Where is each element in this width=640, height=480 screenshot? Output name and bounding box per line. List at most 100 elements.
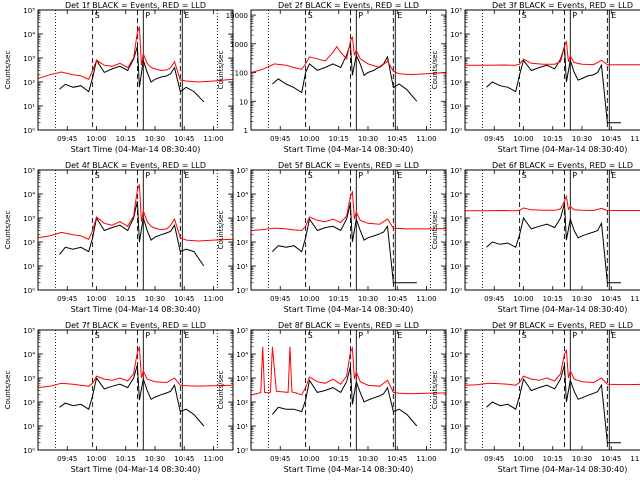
x-tick-label: 10:30 — [572, 135, 592, 143]
y-axis-label: Counts/sec — [431, 51, 439, 90]
time-marker-label: E — [184, 11, 189, 20]
time-marker-label: P — [572, 11, 577, 20]
panel-det-2: Det 2f BLACK = Events, RED = LLD Counts/s… — [217, 1, 447, 154]
panel-det-7: Det 7f BLACK = Events, RED = LLD Counts/s… — [4, 321, 234, 474]
x-tick-label: 10:45 — [387, 135, 407, 143]
y-tick-label: 10⁰ — [450, 447, 462, 455]
time-marker-label: P — [145, 11, 150, 20]
x-axis-label: Start Time (04-Mar-14 08:30:40) — [284, 145, 414, 154]
x-tick-label: 10:00 — [513, 455, 533, 463]
y-tick-label: 10⁰ — [450, 127, 462, 135]
y-tick-label: 10¹ — [450, 423, 462, 431]
y-tick-label: 10⁰ — [450, 287, 462, 295]
panel-title: Det 3f BLACK = Events, RED = LLD — [492, 1, 633, 10]
time-marker-label: S — [95, 171, 100, 180]
x-tick-label: 11:00 — [416, 455, 436, 463]
y-axis-label: Counts/sec — [4, 211, 12, 250]
y-tick-label: 10³ — [23, 215, 35, 223]
plot-area — [465, 194, 640, 284]
series-lld — [38, 184, 233, 242]
series-lld — [465, 349, 640, 386]
y-tick-label: 1000 — [230, 41, 248, 49]
x-tick-label: 10:15 — [116, 455, 136, 463]
y-tick-label: 10³ — [236, 375, 248, 383]
x-tick-label: 10:30 — [145, 295, 165, 303]
plot-area — [38, 346, 233, 427]
plot-area — [251, 190, 446, 284]
x-tick-label: 10:15 — [543, 295, 563, 303]
x-tick-label: 11:00 — [416, 135, 436, 143]
y-tick-label: 10² — [450, 239, 462, 247]
plot-area — [465, 41, 640, 124]
panel-title: Det 2f BLACK = Events, RED = LLD — [278, 1, 419, 10]
x-axis-label: Start Time (04-Mar-14 08:30:40) — [284, 305, 414, 314]
y-axis-label: Counts/sec — [4, 371, 12, 410]
plot-frame — [250, 9, 447, 131]
time-marker-label: P — [358, 11, 363, 20]
x-tick-label: 10:15 — [543, 455, 563, 463]
y-tick-label: 10⁰ — [236, 447, 248, 455]
x-tick-label: 09:45 — [270, 455, 290, 463]
y-tick-label: 10⁵ — [23, 7, 35, 15]
y-tick-label: 10² — [450, 399, 462, 407]
x-tick-label: 10:15 — [329, 455, 349, 463]
time-marker-label: S — [308, 331, 313, 340]
y-tick-label: 10¹ — [23, 103, 35, 111]
x-axis-label: Start Time (04-Mar-14 08:30:40) — [71, 305, 201, 314]
x-tick-label: 10:15 — [116, 135, 136, 143]
panel-title: Det 4f BLACK = Events, RED = LLD — [65, 161, 206, 170]
x-tick-label: 09:45 — [484, 455, 504, 463]
x-tick-label: 11:00 — [630, 455, 640, 463]
series-lld — [38, 346, 233, 389]
plot-frame — [37, 9, 234, 131]
time-marker-label: P — [572, 171, 577, 180]
series-events — [59, 201, 205, 267]
y-tick-label: 10¹ — [236, 423, 248, 431]
panel-title: Det 5f BLACK = Events, RED = LLD — [278, 161, 419, 170]
x-tick-label: 10:30 — [358, 135, 378, 143]
time-marker-label: P — [572, 331, 577, 340]
x-axis-label: Start Time (04-Mar-14 08:30:40) — [71, 145, 201, 154]
y-tick-label: 10³ — [236, 215, 248, 223]
time-marker-label: P — [358, 331, 363, 340]
panel-title: Det 9f BLACK = Events, RED = LLD — [492, 321, 633, 330]
x-tick-label: 09:45 — [270, 295, 290, 303]
time-marker-label: E — [184, 171, 189, 180]
x-tick-label: 09:45 — [484, 295, 504, 303]
time-marker-label: S — [308, 171, 313, 180]
x-tick-label: 10:30 — [572, 455, 592, 463]
panel-det-8: Det 8f BLACK = Events, RED = LLD Counts/s… — [217, 321, 447, 474]
x-tick-label: 10:15 — [329, 135, 349, 143]
y-tick-label: 10⁵ — [450, 167, 462, 175]
x-tick-label: 10:15 — [329, 295, 349, 303]
y-tick-label: 10³ — [23, 55, 35, 63]
panel-title: Det 6f BLACK = Events, RED = LLD — [492, 161, 633, 170]
y-tick-label: 10² — [236, 399, 248, 407]
panel-title: Det 8f BLACK = Events, RED = LLD — [278, 321, 419, 330]
series-events — [59, 364, 205, 427]
y-tick-label: 10000 — [226, 12, 248, 20]
y-tick-label: 10 — [239, 98, 248, 106]
x-tick-label: 11:00 — [203, 295, 223, 303]
y-axis-label: Counts/sec — [217, 51, 225, 90]
y-tick-label: 10² — [450, 79, 462, 87]
plot-frame — [464, 9, 640, 131]
x-tick-label: 10:00 — [86, 295, 106, 303]
plot-frame — [464, 329, 640, 451]
time-marker-label: E — [184, 331, 189, 340]
plot-area — [38, 184, 233, 267]
x-axis-label: Start Time (04-Mar-14 08:30:40) — [498, 305, 628, 314]
y-tick-label: 10⁰ — [23, 127, 35, 135]
time-marker-label: P — [145, 171, 150, 180]
series-events — [59, 46, 205, 103]
x-tick-label: 10:00 — [513, 295, 533, 303]
x-tick-label: 10:15 — [543, 135, 563, 143]
y-tick-label: 10⁴ — [23, 31, 35, 39]
x-tick-label: 10:00 — [299, 295, 319, 303]
y-tick-label: 10⁴ — [450, 351, 462, 359]
panel-det-1: Det 1f BLACK = Events, RED = LLD Counts/s… — [4, 1, 234, 154]
x-tick-label: 11:00 — [416, 295, 436, 303]
panel-det-9: Det 9f BLACK = Events, RED = LLD Counts/s… — [431, 321, 640, 474]
plot-frame — [464, 169, 640, 291]
